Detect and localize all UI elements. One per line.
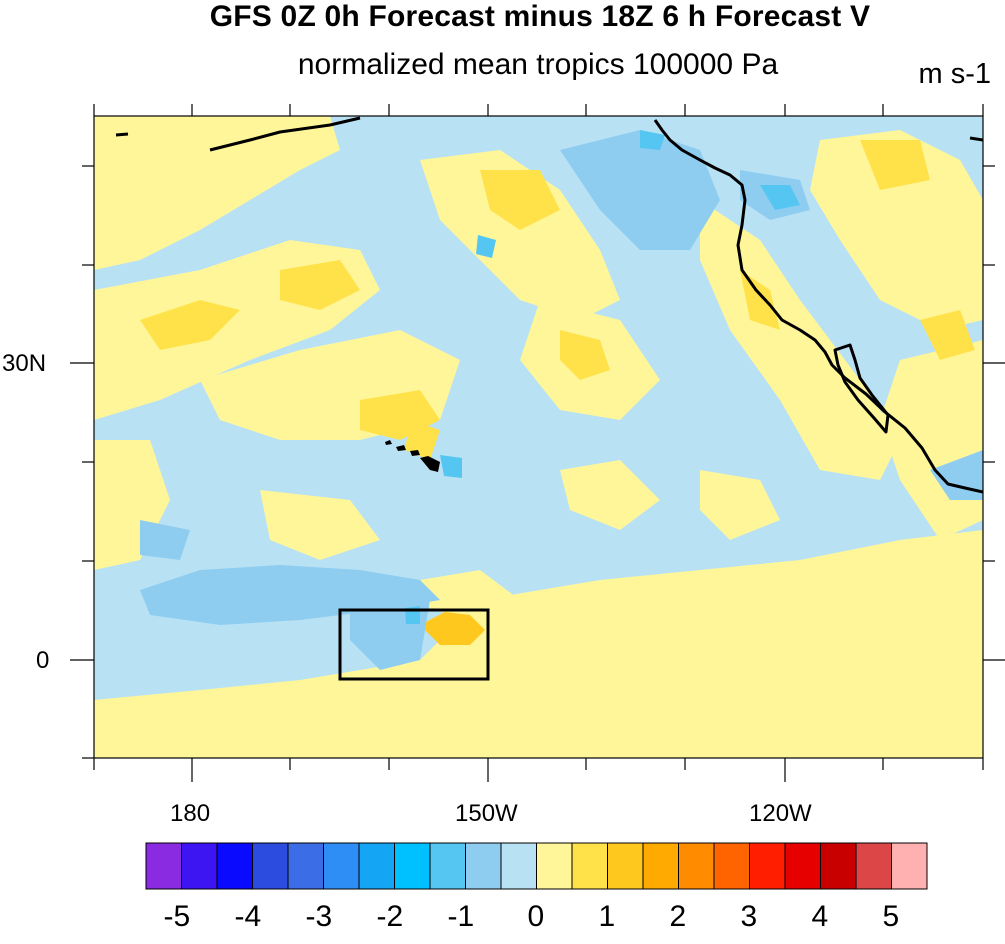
colorbar-tick-label: 2	[669, 900, 687, 933]
units-label: m s-1	[918, 58, 992, 90]
colorbar-swatch	[429, 842, 466, 890]
positive-strong-regions	[140, 140, 975, 460]
colorbar-swatch	[465, 842, 502, 890]
colorbar-swatch	[607, 842, 644, 890]
colorbar-swatch	[252, 842, 289, 890]
colorbar-swatch	[323, 842, 360, 890]
colorbar-tick-label: -5	[163, 900, 191, 933]
colorbar-swatch	[358, 842, 395, 890]
colorbar-swatch	[181, 842, 218, 890]
region-box	[338, 608, 490, 681]
chart-subtitle: normalized mean tropics 100000 Pa	[297, 48, 779, 81]
colorbar-swatch	[855, 842, 892, 890]
coastline	[115, 116, 983, 494]
colorbar-tick-label: 4	[811, 900, 829, 933]
colorbar	[145, 842, 928, 890]
colorbar-swatch	[642, 842, 679, 890]
colorbar-swatch	[394, 842, 431, 890]
colorbar-swatch	[820, 842, 857, 890]
colorbar-tick-label: 0	[527, 900, 545, 933]
colorbar-tick-label: -3	[305, 900, 333, 933]
colorbar-tick-label: -2	[376, 900, 404, 933]
colorbar-swatch	[891, 842, 928, 890]
map-frame	[93, 115, 984, 759]
colorbar-swatch	[749, 842, 786, 890]
colorbar-swatch	[145, 842, 182, 890]
colorbar-swatch	[784, 842, 821, 890]
colorbar-swatch	[216, 842, 253, 890]
colorbar-tick-label: 5	[882, 900, 900, 933]
colorbar-swatch	[287, 842, 324, 890]
colorbar-swatch	[536, 842, 573, 890]
colorbar-swatch	[500, 842, 537, 890]
positive-regions	[94, 116, 983, 758]
colorbar-tick-label: 1	[598, 900, 616, 933]
colorbar-tick-label: -4	[234, 900, 262, 933]
colorbar-swatch	[571, 842, 608, 890]
lon-label-120w: 120W	[749, 800, 812, 827]
anomaly-field	[94, 116, 983, 758]
chart-title: GFS 0Z 0h Forecast minus 18Z 6 h Forecas…	[209, 0, 871, 33]
colorbar-swatch	[678, 842, 715, 890]
positive-max-regions	[420, 612, 485, 645]
lat-label-0: 0	[36, 647, 50, 674]
tick-marks	[70, 104, 1005, 782]
hawaii-islands	[385, 440, 440, 472]
colorbar-tick-label: -1	[447, 900, 475, 933]
colorbar-tick-label: 3	[740, 900, 758, 933]
lat-label-30n: 30N	[2, 350, 47, 377]
negative-strong-regions	[405, 130, 800, 624]
colorbar-swatch	[713, 842, 750, 890]
lon-label-180: 180	[170, 800, 211, 827]
lon-label-150w: 150W	[455, 800, 518, 827]
